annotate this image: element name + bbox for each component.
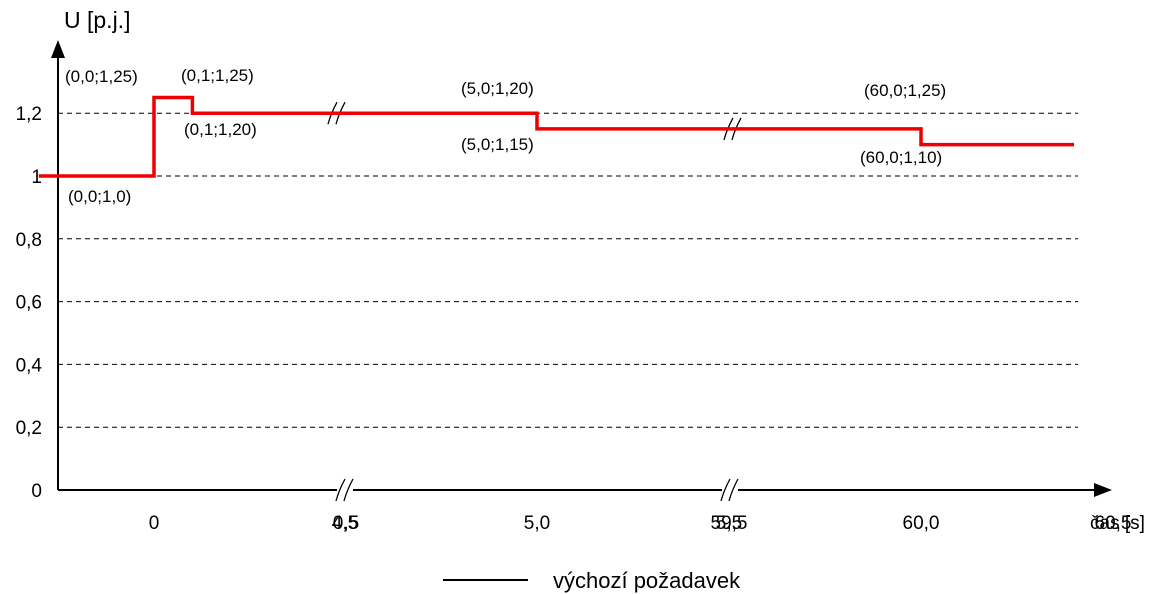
point-annotation: (0,1;1,20) [184, 120, 257, 139]
point-annotation: (0,0;1,0) [68, 187, 131, 206]
axis-break-gap [722, 487, 738, 493]
legend: výchozí požadavek [443, 568, 741, 593]
y-tick-label: 0,2 [16, 418, 42, 439]
point-annotations: (0,0;1,25) (0,1;1,25) (0,1;1,20) (0,0;1,0) (… [65, 66, 946, 206]
x-tick-label: 0 [149, 513, 160, 534]
point-annotation: (60,0;1,25) [864, 81, 946, 100]
y-axis-arrow [51, 40, 65, 58]
x-tick-label: 60,5 [1095, 513, 1132, 534]
legend-label: výchozí požadavek [553, 568, 741, 593]
x-tick-label: 5,5 [716, 513, 742, 534]
grid-lines [58, 112, 1078, 428]
x-axis-title: čas [s] [1090, 513, 1145, 534]
x-axis-break-mark [343, 478, 354, 502]
series-line [38, 95, 1074, 178]
series-layer [38, 95, 1074, 178]
x-tick-label: 4,5 [332, 513, 358, 534]
point-annotation: (5,0;1,15) [461, 135, 534, 154]
y-axis-title: U [p.j.] [64, 7, 130, 33]
y-tick-label: 0,6 [16, 293, 42, 314]
x-tick-label: 5,0 [524, 513, 550, 534]
y-tick-label: 1,2 [16, 104, 42, 125]
x-tick-label: 0,5 [333, 513, 359, 534]
x-axis-break-mark [335, 478, 346, 502]
x-tick-label: 59,5 [711, 513, 748, 534]
x-axis-break-mark [728, 478, 739, 502]
point-annotation: (0,0;1,25) [65, 67, 138, 86]
y-tick-label: 1 [31, 167, 42, 188]
point-annotation: (0,1;1,25) [181, 66, 254, 85]
point-annotation: (60,0;1,10) [860, 148, 942, 167]
x-tick-labels: 0 0,54,5 5,0 5,559,5 60,0 60,5 [149, 513, 1132, 534]
point-annotation: (5,0;1,20) [461, 79, 534, 98]
x-tick-label: 60,0 [903, 513, 940, 534]
y-tick-label: 0,4 [16, 355, 43, 376]
y-tick-label: 0,8 [16, 230, 42, 251]
x-axis-arrow [1094, 483, 1112, 497]
axis-break-gap [337, 487, 353, 493]
y-tick-label: 0 [31, 481, 42, 502]
x-axis-break-mark [720, 478, 731, 502]
y-tick-labels: 0 0,2 0,4 0,6 0,8 1 1,2 [16, 104, 43, 502]
